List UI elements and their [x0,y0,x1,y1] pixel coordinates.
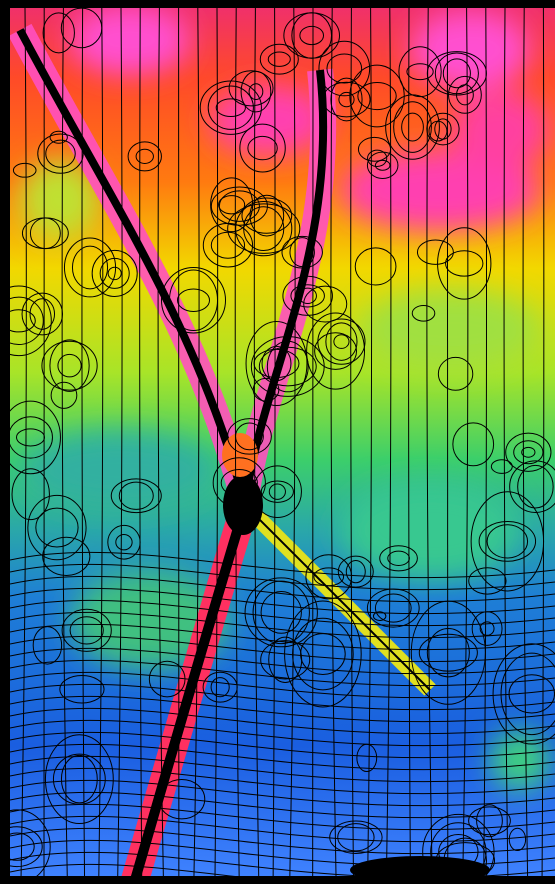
contour-map [0,0,555,884]
survey-line [447,8,448,876]
map-area [0,5,555,884]
page: {} [0,0,555,884]
